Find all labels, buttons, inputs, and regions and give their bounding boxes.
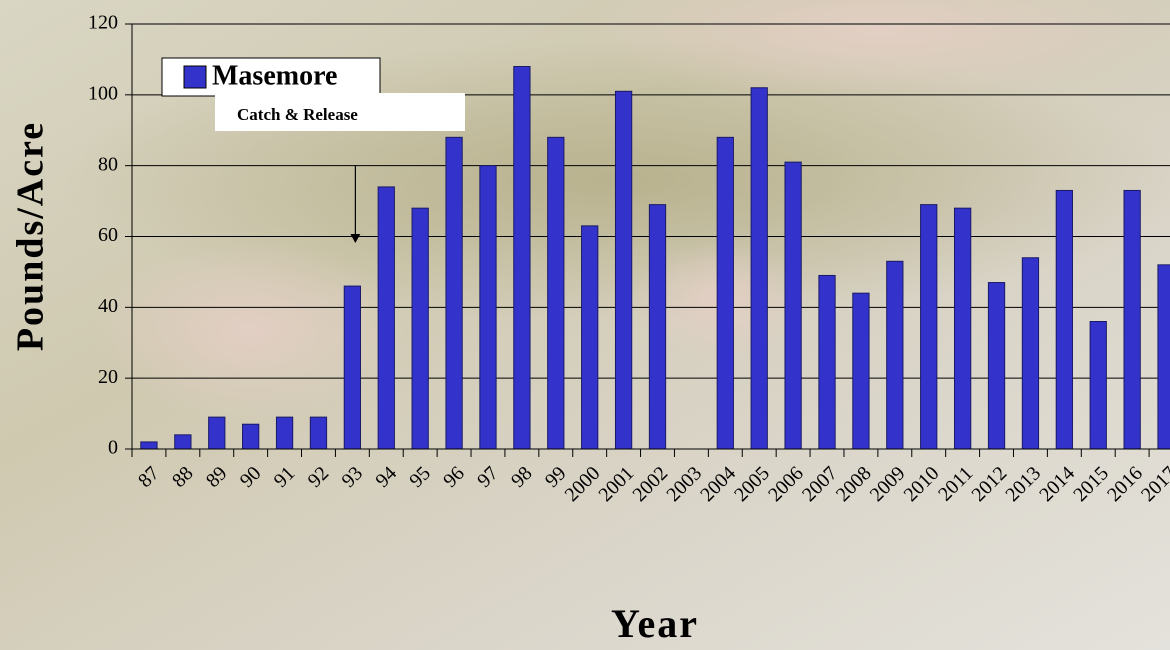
bar	[1055, 189, 1073, 450]
bar	[1021, 257, 1040, 450]
y-tick-label: 100	[88, 82, 118, 104]
bar	[716, 136, 734, 450]
y-tick-label: 60	[98, 224, 118, 246]
bar	[377, 186, 395, 450]
bar	[309, 416, 328, 450]
bar	[208, 416, 226, 450]
bar	[1157, 264, 1170, 450]
bar	[275, 416, 294, 450]
legend: Masemore	[161, 57, 381, 97]
background-shape	[580, 0, 1170, 100]
annotation-box	[215, 93, 465, 131]
bar	[242, 423, 260, 450]
bar	[547, 136, 565, 450]
x-axis-label: Year	[611, 601, 699, 646]
bar	[852, 292, 870, 450]
annotation: Catch & Release	[237, 105, 358, 124]
bar	[581, 225, 599, 450]
bar	[784, 161, 802, 450]
bar	[513, 66, 531, 450]
bar	[1123, 189, 1141, 450]
bar	[174, 434, 192, 450]
legend-swatch	[183, 65, 207, 89]
bar	[987, 282, 1006, 450]
bar	[1089, 321, 1107, 450]
background-shape	[90, 240, 410, 420]
bar	[445, 136, 463, 450]
y-axis-label: Pounds/Acre	[10, 121, 52, 351]
bar	[818, 274, 836, 450]
y-tick-label: 80	[98, 153, 118, 175]
bar	[614, 90, 633, 450]
bar	[886, 260, 904, 450]
bar	[140, 441, 158, 450]
y-tick-label: 0	[108, 437, 118, 459]
y-tick-label: 40	[98, 295, 118, 317]
bar	[953, 207, 972, 450]
bar	[343, 285, 362, 450]
y-tick-label: 120	[88, 12, 118, 34]
bar	[411, 207, 429, 450]
bar	[479, 165, 497, 450]
annotation-arrowhead	[350, 234, 361, 243]
y-tick-label: 20	[98, 366, 118, 388]
bar	[920, 204, 938, 450]
bar	[648, 204, 667, 450]
legend-label: Masemore	[212, 60, 337, 91]
bar	[750, 87, 768, 450]
